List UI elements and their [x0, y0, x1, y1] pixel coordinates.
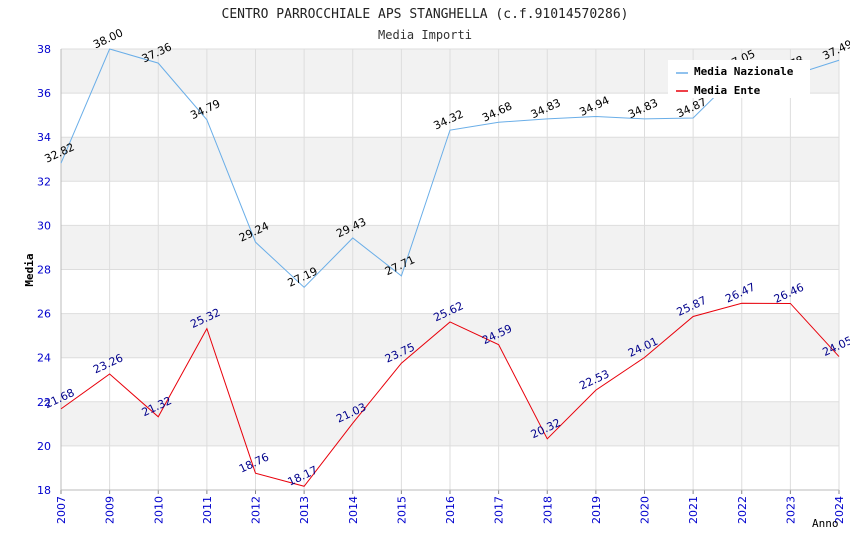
y-axis-ticks: 18 20 22 24 26 28 30 32 34 36 38 [37, 43, 51, 497]
x-tick-label-2013: 2013 [298, 496, 311, 524]
x-tick-label-2010: 2010 [152, 496, 165, 524]
legend-label-media-ente: Media Ente [694, 84, 761, 97]
x-tick-label-2011: 2011 [201, 496, 214, 524]
x-tick-label-2007: 2007 [55, 496, 68, 524]
y-tick-label-28: 28 [37, 264, 51, 277]
y-axis-label: Media [23, 253, 36, 286]
y-tick-label-30: 30 [37, 219, 51, 232]
chart-subtitle: Media Importi [378, 28, 472, 42]
y-tick-label-34: 34 [37, 131, 51, 144]
x-tick-label-2012: 2012 [250, 496, 263, 524]
x-axis-label: Anno [812, 517, 839, 530]
x-tick-label-2024: 2024 [833, 496, 846, 524]
y-tick-label-38: 38 [37, 43, 51, 56]
x-tick-label-2009: 2009 [104, 496, 117, 524]
y-tick-label-32: 32 [37, 175, 51, 188]
x-axis-ticks: 2007 2009 2010 2011 2012 2013 2014 2015 2016 2017… [55, 496, 846, 524]
axes [60, 49, 840, 494]
series-lines [60, 48, 840, 487]
x-tick-label-2016: 2016 [444, 496, 457, 524]
x-tick-label-2018: 2018 [541, 496, 554, 524]
x-tick-label-2014: 2014 [347, 496, 360, 524]
data-label-media-ente-2023: 26.46 [772, 281, 806, 306]
y-tick-label-36: 36 [37, 87, 51, 100]
x-tick-label-2015: 2015 [395, 496, 408, 524]
data-label-media-ente-2022: 26.47 [723, 281, 757, 306]
data-label-media-nazionale-2020: 34.83 [626, 96, 660, 121]
data-label-media-nazionale-2009: 38.00 [91, 26, 125, 51]
data-label-media-nazionale-2017: 34.68 [480, 99, 514, 124]
y-tick-label-26: 26 [37, 308, 51, 321]
y-tick-label-20: 20 [37, 440, 51, 453]
data-label-media-ente-2012: 18.76 [237, 451, 271, 476]
chart-title: CENTRO PARROCCHIALE APS STANGHELLA (c.f.… [222, 7, 629, 22]
legend-box [668, 60, 810, 98]
data-label-media-ente-2013: 18.17 [286, 464, 320, 489]
data-label-media-nazionale-2019: 34.94 [577, 94, 611, 119]
data-label-media-nazionale-2018: 34.83 [529, 96, 563, 121]
legend: Media Nazionale Media Ente [668, 60, 810, 98]
y-tick-label-22: 22 [37, 396, 51, 409]
x-tick-label-2019: 2019 [590, 496, 603, 524]
series-line-media-ente [60, 302, 840, 487]
x-tick-label-2021: 2021 [687, 496, 700, 524]
x-tick-label-2022: 2022 [736, 496, 749, 524]
series-line-media-nazionale [60, 48, 840, 289]
x-tick-label-2017: 2017 [493, 496, 506, 524]
data-label-media-nazionale-2021: 34.87 [675, 95, 709, 120]
x-tick-label-2020: 2020 [639, 496, 652, 524]
y-tick-label-24: 24 [37, 352, 51, 365]
legend-label-media-nazionale: Media Nazionale [694, 65, 794, 78]
x-tick-label-2023: 2023 [784, 496, 797, 524]
data-label-media-ente-2019: 22.53 [577, 367, 611, 392]
y-tick-label-18: 18 [37, 484, 51, 497]
